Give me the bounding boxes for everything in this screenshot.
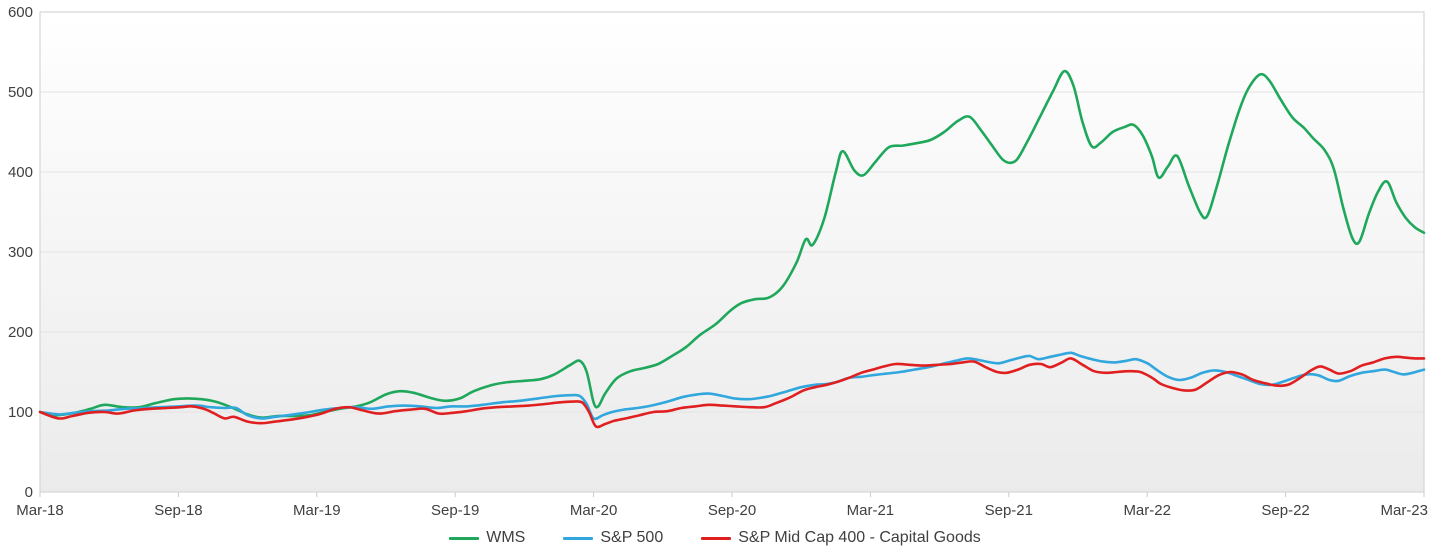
x-axis-label: Mar-22 [1123,502,1171,519]
legend-line-swatch [449,536,480,540]
legend-label: S&P 500 [600,529,664,546]
legend-item-s-p-500: S&P 500 [563,529,663,547]
x-axis-label: Sep-19 [431,502,479,519]
legend-item-wms: WMS [449,529,525,547]
x-axis-label: Mar-18 [16,502,64,519]
x-axis-label: Sep-20 [708,502,756,519]
x-axis-label: Sep-18 [154,502,202,519]
y-axis-label: 600 [8,4,33,21]
legend-label: WMS [486,529,526,546]
plot-border [39,11,1425,493]
x-axis-label: Mar-21 [847,502,895,519]
chart-legend: WMS S&P 500 S&P Mid Cap 400 - Capital Good… [0,523,1430,553]
series-line-s-p-mid-cap-400-capital-goods [38,355,1426,429]
y-axis-label: 200 [8,324,33,341]
y-axis-label: 0 [25,484,33,501]
legend-label: S&P Mid Cap 400 - Capital Goods [738,529,981,546]
y-axis-label: 100 [8,404,33,421]
plot-area: 0 100 200 300 400 500 600 Mar-18 Sep-18 Mar-19 Sep… [8,4,1428,519]
y-axis-label: 500 [8,84,33,101]
x-axis-label: Mar-23 [1380,502,1428,519]
x-axis-label: Sep-21 [985,502,1033,519]
x-axis-label: Mar-19 [293,502,341,519]
x-axis-label: Mar-20 [570,502,618,519]
legend-item-s-p-mid-cap-400-capital-goods: S&P Mid Cap 400 - Capital Goods [701,529,981,547]
x-axis-label: Sep-22 [1261,502,1309,519]
legend-line-swatch [701,536,732,540]
y-axis-label: 400 [8,164,33,181]
y-axis-label: 300 [8,244,33,261]
legend-line-swatch [563,536,594,540]
